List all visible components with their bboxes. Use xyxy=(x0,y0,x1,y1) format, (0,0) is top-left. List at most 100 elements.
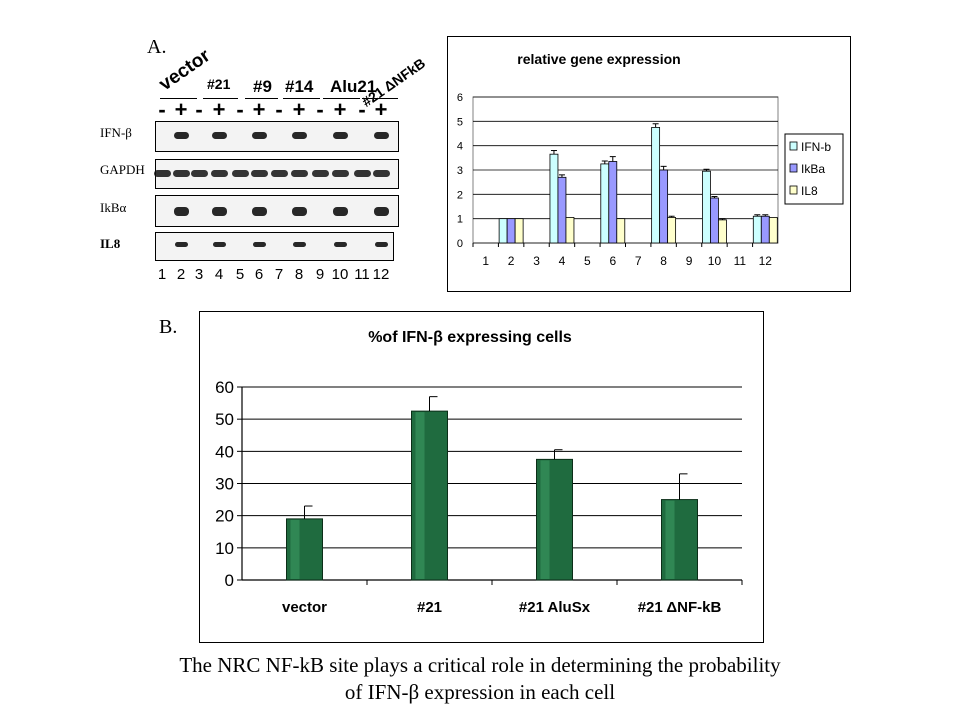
blot-band xyxy=(173,207,189,216)
row-label-ikba: IkBα xyxy=(100,200,127,215)
lane-sign: + xyxy=(212,97,226,122)
y-tick-label: 60 xyxy=(215,378,234,397)
blot-band xyxy=(333,242,347,247)
blot-band xyxy=(332,207,348,216)
blot-band xyxy=(311,170,329,177)
lane-number: 2 xyxy=(176,266,186,283)
group-underline xyxy=(160,98,197,99)
lane-number: 3 xyxy=(194,266,204,283)
bar-IFN-b xyxy=(498,218,508,244)
y-tick-label: 2 xyxy=(457,189,463,201)
lane-sign: - xyxy=(358,97,366,122)
blot-ifn-b xyxy=(155,121,399,152)
legend-label: IkBa xyxy=(801,162,825,176)
lane-sign: + xyxy=(174,97,188,122)
y-tick-label: 10 xyxy=(215,539,234,558)
bar-IL8 xyxy=(565,217,575,244)
x-tick-label: 3 xyxy=(533,254,540,268)
y-tick-label: 6 xyxy=(457,92,463,104)
legend-label: IFN-b xyxy=(801,140,831,154)
lane-sign: + xyxy=(292,97,306,122)
x-tick-label: 11 xyxy=(734,254,747,268)
lane-sign: - xyxy=(236,97,244,122)
lane-sign: - xyxy=(195,97,203,122)
bar-IkBa xyxy=(760,215,770,244)
bar-highlight xyxy=(415,412,425,579)
blot-band xyxy=(174,242,188,247)
y-tick-label: 4 xyxy=(457,141,463,153)
bar-IL8 xyxy=(768,217,778,244)
x-tick-label: 5 xyxy=(584,254,591,268)
y-tick-label: 0 xyxy=(457,238,463,250)
legend-swatch xyxy=(789,163,798,173)
blot-band xyxy=(353,170,371,177)
blot-band xyxy=(374,242,388,247)
blot-band xyxy=(251,207,267,216)
x-tick-label: vector xyxy=(282,599,327,616)
y-tick-label: 1 xyxy=(457,214,463,226)
y-tick-label: 40 xyxy=(215,442,234,461)
x-tick-label: 4 xyxy=(559,254,566,268)
blot-band xyxy=(291,207,307,216)
row-label-ifn-b: IFN-β xyxy=(100,125,132,140)
group-label-21: #21 xyxy=(207,76,231,92)
blot-band xyxy=(270,170,288,177)
x-tick-label: 6 xyxy=(609,254,616,268)
bar-IkBa xyxy=(506,218,516,244)
lane-number: 1 xyxy=(157,266,167,283)
group-underline xyxy=(323,98,360,99)
panel-b-letter: B. xyxy=(159,316,178,338)
lane-number: 11 xyxy=(354,266,370,283)
x-tick-label: 10 xyxy=(708,254,722,268)
blot-band xyxy=(291,132,307,139)
group-label-alu21: Alu21 xyxy=(330,77,377,96)
x-tick-label: 1 xyxy=(482,254,489,268)
lane-number: 9 xyxy=(315,266,325,283)
lane-sign: - xyxy=(275,97,283,122)
blot-band xyxy=(190,170,208,177)
legend-label: IL8 xyxy=(801,184,818,198)
blot-il8 xyxy=(155,232,394,261)
bar-IkBa xyxy=(710,197,719,244)
blot-band xyxy=(372,170,390,177)
chart-title: %of IFN-β expressing cells xyxy=(368,329,572,346)
blot-band xyxy=(212,242,226,247)
legend-swatch xyxy=(789,141,798,151)
row-label-gapdh: GAPDH xyxy=(100,162,145,177)
bar-IFN-b xyxy=(651,127,661,244)
blot-band xyxy=(210,170,228,177)
y-tick-label: 0 xyxy=(225,571,234,590)
bar-IL8 xyxy=(718,219,727,244)
chart-ifn-b-percent-frame xyxy=(199,311,764,643)
blot-band xyxy=(331,170,349,177)
blot-band xyxy=(373,207,389,216)
x-tick-label: #21 xyxy=(417,599,442,616)
bar-IkBa xyxy=(557,176,567,244)
legend-swatch xyxy=(789,185,798,195)
bar-highlight xyxy=(540,460,550,579)
bar-IL8 xyxy=(514,218,524,244)
x-tick-label: #21 ΔNF-kB xyxy=(638,599,722,616)
lane-number: 6 xyxy=(254,266,264,283)
blot-ikba xyxy=(155,195,399,227)
bar-IkBa xyxy=(608,161,618,244)
y-tick-label: 5 xyxy=(457,116,463,128)
x-tick-label: #21 AluSx xyxy=(519,599,591,616)
blot-band xyxy=(252,242,266,247)
y-tick-label: 30 xyxy=(215,475,234,494)
y-tick-label: 3 xyxy=(457,165,463,177)
lane-number: 10 xyxy=(331,266,349,283)
group-label-14: #14 xyxy=(285,77,314,96)
bar-IFN-b xyxy=(702,170,711,244)
blot-band xyxy=(250,170,268,177)
lane-sign: - xyxy=(316,97,324,122)
lane-sign: + xyxy=(333,97,347,122)
panel-a-letter: A. xyxy=(147,36,167,58)
y-tick-label: 50 xyxy=(215,410,234,429)
blot-band xyxy=(292,242,306,247)
bar-IL8 xyxy=(616,218,626,244)
bar-IL8 xyxy=(667,217,677,244)
lane-number: 12 xyxy=(372,266,390,283)
bar-IFN-b xyxy=(752,215,762,244)
lane-number: 4 xyxy=(214,266,224,283)
